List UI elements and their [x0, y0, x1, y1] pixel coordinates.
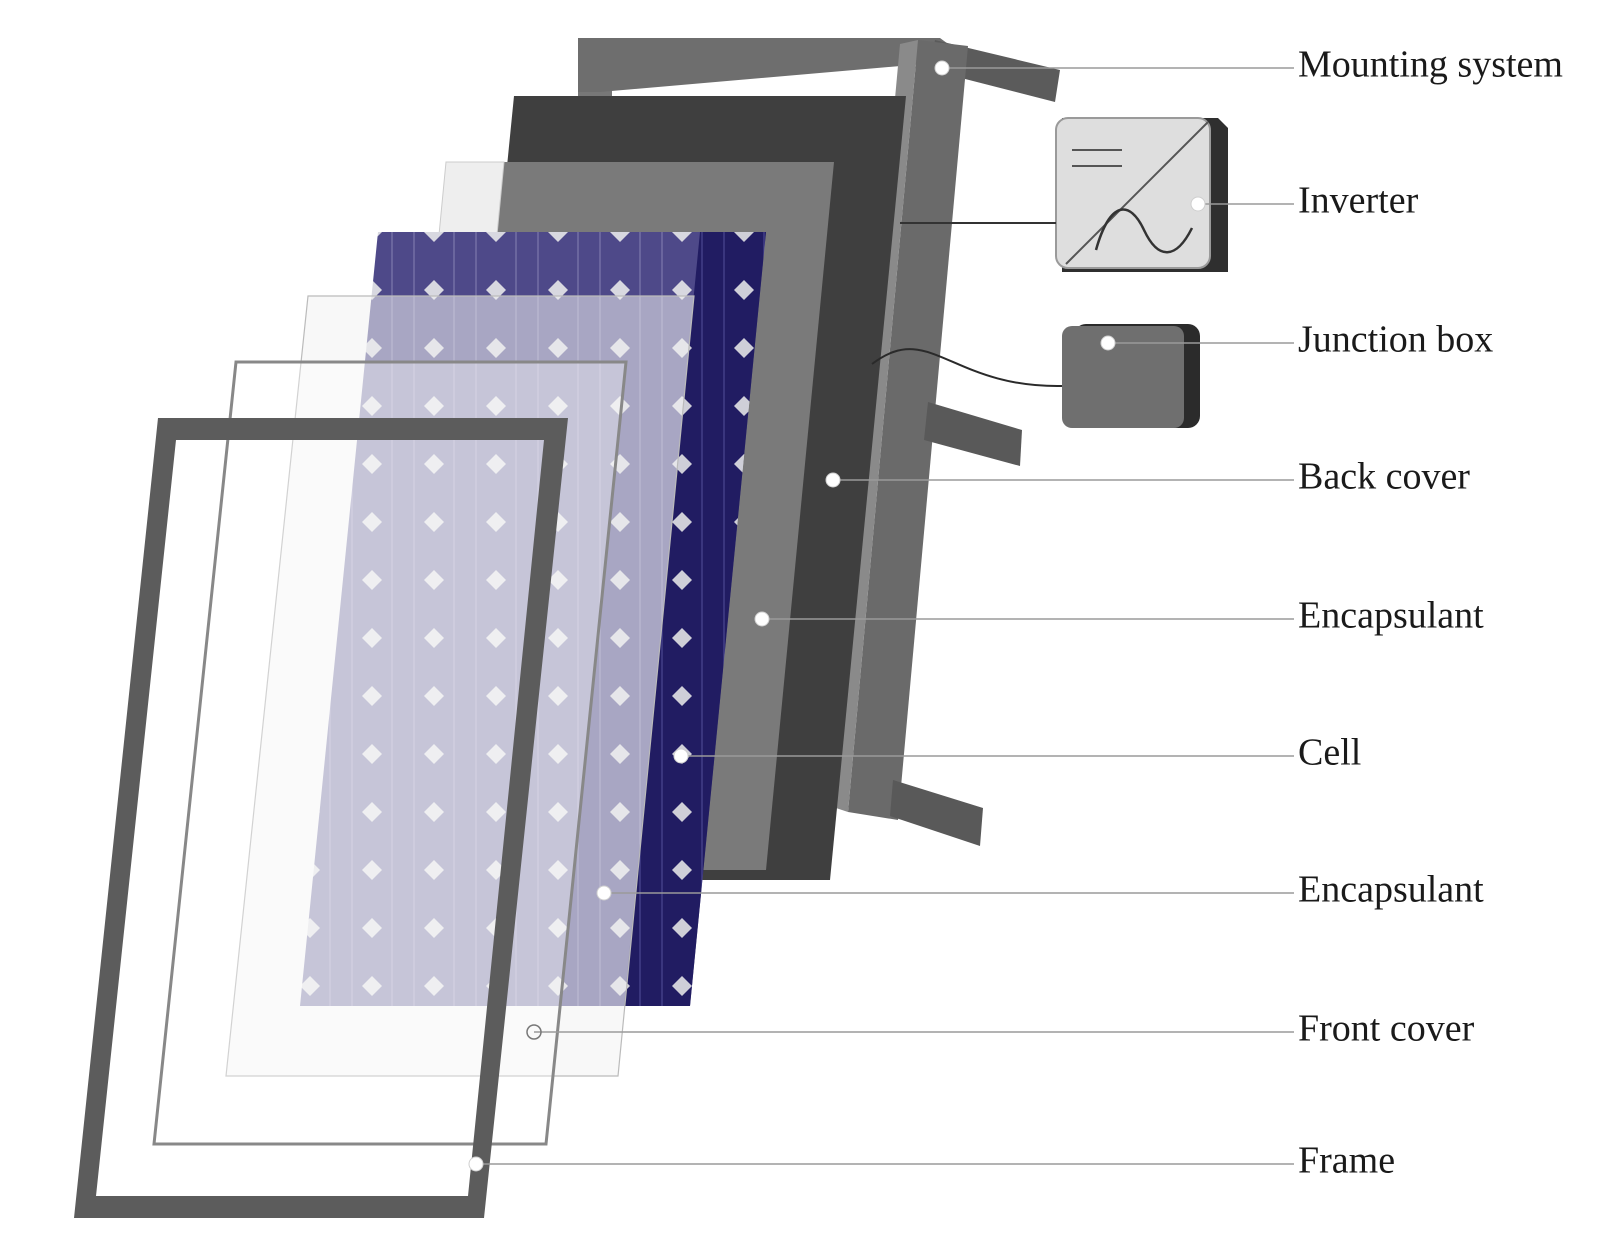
label-junction-box: Junction box [1298, 319, 1493, 361]
label-inverter: Inverter [1298, 180, 1419, 222]
label-cell: Cell [1298, 732, 1361, 774]
inverter [1055, 117, 1228, 272]
callout-labels: Mounting system Inverter Junction box Ba… [1298, 44, 1563, 1182]
junction-box [1062, 324, 1200, 428]
callout-dots [468, 60, 1206, 1172]
leader-lines [476, 67, 1294, 1165]
encapsulant-front [225, 295, 695, 1077]
junction-box-cable [871, 348, 1063, 388]
label-encapsulant-rear: Encapsulant [1298, 595, 1484, 637]
label-frame: Frame [1298, 1140, 1395, 1182]
label-back-cover: Back cover [1298, 456, 1470, 498]
label-mounting-system: Mounting system [1298, 44, 1563, 86]
label-encapsulant-front: Encapsulant [1298, 869, 1484, 911]
label-front-cover: Front cover [1298, 1008, 1475, 1050]
